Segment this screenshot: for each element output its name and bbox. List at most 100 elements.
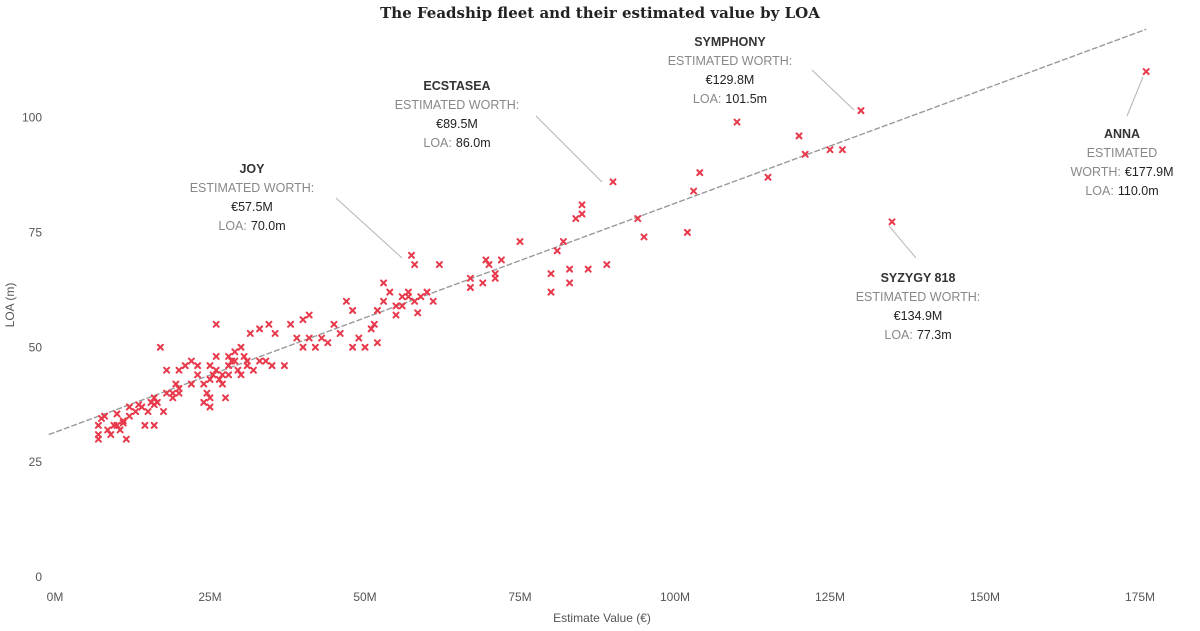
- data-point: [485, 261, 493, 269]
- x-tick-label: 125M: [815, 590, 845, 604]
- x-tick-label: 0M: [47, 590, 64, 604]
- data-point-stroke: [200, 380, 208, 388]
- data-point: [194, 362, 202, 370]
- data-point: [380, 279, 388, 287]
- data-point-stroke: [411, 261, 419, 269]
- data-point-stroke: [838, 146, 846, 154]
- data-point: [132, 408, 140, 416]
- data-point-stroke: [243, 362, 251, 370]
- annotation-joy: JOY ESTIMATED WORTH: €57.5M LOA: 70.0m: [190, 162, 315, 233]
- data-point: [194, 371, 202, 379]
- data-point: [888, 218, 896, 226]
- data-point-stroke: [497, 256, 505, 264]
- data-point: [330, 320, 338, 328]
- x-tick-label: 150M: [970, 590, 1000, 604]
- data-point: [172, 380, 180, 388]
- data-point-stroke: [404, 288, 412, 296]
- data-point: [175, 389, 183, 397]
- data-point-stroke: [547, 288, 555, 296]
- data-point-stroke: [203, 389, 211, 397]
- data-point: [200, 398, 208, 406]
- annotation-anna-loa-label: LOA:: [1085, 184, 1114, 198]
- data-point: [1142, 68, 1150, 76]
- data-point-stroke: [603, 261, 611, 269]
- data-point: [683, 228, 691, 236]
- data-point: [243, 362, 251, 370]
- data-point: [435, 261, 443, 269]
- leader-line-joy: [335, 197, 403, 259]
- data-point-stroke: [169, 394, 177, 402]
- data-point: [578, 210, 586, 218]
- data-point-stroke: [342, 297, 350, 305]
- annotation-ecstasea-loa-label: LOA:: [423, 136, 452, 150]
- data-point: [262, 357, 270, 365]
- data-point: [119, 419, 127, 427]
- annotation-joy-loa-label: LOA:: [218, 219, 247, 233]
- data-point: [212, 320, 220, 328]
- data-point: [482, 256, 490, 264]
- data-point-stroke: [107, 431, 115, 439]
- data-point: [572, 215, 580, 223]
- data-point: [349, 343, 357, 351]
- x-tick-label: 25M: [198, 590, 221, 604]
- data-point-stroke: [218, 380, 226, 388]
- data-point: [163, 366, 171, 374]
- annotation-symphony-name: SYMPHONY: [694, 35, 766, 49]
- data-point: [578, 201, 586, 209]
- data-point: [392, 311, 400, 319]
- data-point-stroke: [234, 366, 242, 374]
- data-point-stroke: [206, 362, 214, 370]
- data-point-stroke: [482, 256, 490, 264]
- data-point-stroke: [125, 412, 133, 420]
- data-point-stroke: [237, 371, 245, 379]
- data-point: [479, 279, 487, 287]
- data-point: [101, 412, 109, 420]
- data-point-stroke: [262, 357, 270, 365]
- data-point-stroke: [414, 309, 422, 317]
- data-point-stroke: [116, 426, 124, 434]
- data-point: [398, 293, 406, 301]
- data-point: [104, 426, 112, 434]
- leader-line-symphony: [811, 69, 855, 111]
- annotation-syzygy-name: SYZYGY 818: [881, 271, 956, 285]
- data-point: [386, 288, 394, 296]
- data-point-stroke: [361, 343, 369, 351]
- annotation-ecstasea-loa-value: 86.0m: [456, 136, 491, 150]
- data-point: [411, 261, 419, 269]
- data-point-stroke: [380, 279, 388, 287]
- data-point: [249, 366, 257, 374]
- data-point-stroke: [231, 357, 239, 365]
- data-point-stroke: [318, 334, 326, 342]
- data-point: [299, 343, 307, 351]
- data-point: [141, 421, 149, 429]
- data-point: [466, 284, 474, 292]
- data-point: [305, 311, 313, 319]
- data-point-stroke: [206, 375, 214, 383]
- data-point-stroke: [206, 403, 214, 411]
- data-point-stroke: [271, 329, 279, 337]
- data-point: [764, 173, 772, 181]
- data-point: [838, 146, 846, 154]
- data-point-stroke: [491, 270, 499, 278]
- data-point-stroke: [435, 261, 443, 269]
- data-point-stroke: [392, 311, 400, 319]
- data-point: [206, 375, 214, 383]
- annotation-ecstasea-worth-label: ESTIMATED WORTH:: [395, 98, 520, 112]
- data-point: [392, 302, 400, 310]
- data-point-stroke: [795, 132, 803, 140]
- data-point-stroke: [373, 339, 381, 347]
- data-point-stroke: [141, 421, 149, 429]
- data-point: [218, 371, 226, 379]
- data-point: [305, 334, 313, 342]
- data-point-stroke: [311, 343, 319, 351]
- data-point-stroke: [194, 371, 202, 379]
- data-point-stroke: [172, 380, 180, 388]
- data-point-stroke: [305, 334, 313, 342]
- data-point-stroke: [212, 320, 220, 328]
- data-point-stroke: [485, 261, 493, 269]
- data-point: [559, 238, 567, 246]
- leader-line-ecstasea: [535, 115, 603, 183]
- data-point-stroke: [104, 426, 112, 434]
- annotation-joy-worth-label: ESTIMATED WORTH:: [190, 181, 315, 195]
- data-point-stroke: [572, 215, 580, 223]
